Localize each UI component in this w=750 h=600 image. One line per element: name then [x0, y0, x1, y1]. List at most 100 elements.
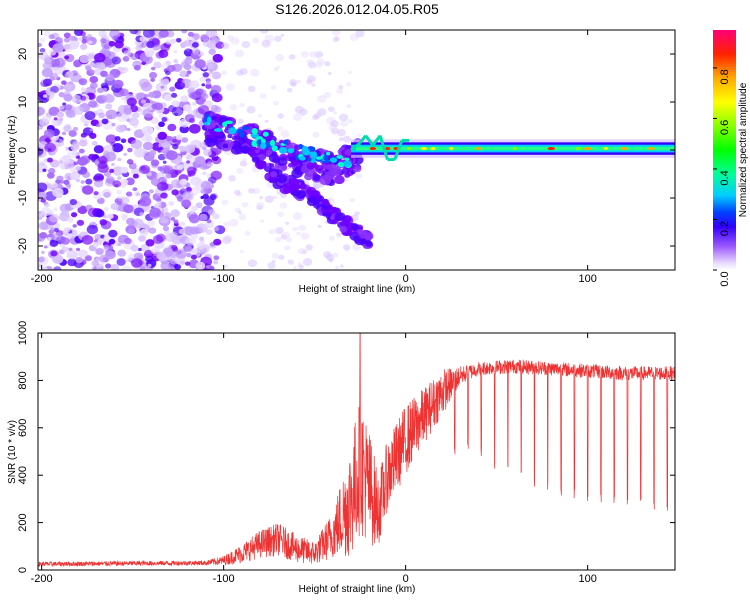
spectral-blob: [316, 94, 327, 103]
spectral-blob: [64, 55, 70, 60]
spectral-blob: [221, 199, 229, 206]
spectral-blob: [186, 70, 192, 75]
spectral-blob: [336, 128, 346, 137]
spectral-blob: [39, 232, 48, 239]
spectral-blob: [269, 171, 278, 178]
spectral-blob: [114, 136, 121, 142]
spectral-core: [315, 156, 323, 160]
spectral-blob: [322, 211, 328, 217]
spectral-blob: [287, 163, 294, 168]
x-tick-label: -200: [31, 273, 53, 285]
spectral-blob: [169, 231, 178, 239]
spectral-core: [312, 151, 318, 159]
spectral-blob: [324, 201, 330, 206]
spectral-blob: [61, 210, 70, 218]
spectral-blob: [120, 96, 127, 101]
spectral-blob: [105, 103, 113, 110]
spectral-blob: [109, 168, 115, 173]
tone-hotspot: [448, 147, 454, 151]
spectral-blob: [156, 201, 162, 206]
spectral-blob: [129, 105, 139, 113]
spectral-blob: [122, 55, 130, 62]
spectral-blob: [111, 56, 122, 65]
spectral-blob: [49, 226, 55, 231]
spectral-blob: [330, 120, 339, 128]
spectral-blob: [196, 144, 201, 149]
spectral-blob: [172, 143, 179, 150]
spectral-blob: [63, 37, 71, 43]
y-tick-label: 800: [17, 371, 29, 389]
spectral-blob: [211, 37, 219, 44]
spectral-blob: [188, 123, 201, 134]
spectral-blob: [63, 93, 73, 102]
spectral-blob: [279, 202, 288, 209]
spectral-core: [343, 160, 352, 168]
spectral-blob: [54, 37, 63, 44]
spectral-blob: [156, 251, 166, 260]
spectral-blob: [181, 137, 189, 143]
spectral-blob: [82, 250, 88, 255]
spectral-blob: [94, 209, 105, 218]
spectral-blob: [211, 115, 217, 120]
spectral-blob: [92, 175, 101, 182]
spectral-blob: [205, 30, 218, 39]
spectral-core: [326, 151, 331, 156]
spectral-blob: [52, 254, 64, 264]
spectral-blob: [75, 166, 81, 171]
spectral-blob: [65, 109, 76, 119]
spectral-blob: [211, 93, 223, 103]
spectral-blob: [171, 244, 178, 250]
spectral-core: [260, 138, 266, 144]
spectral-blob: [300, 51, 309, 58]
spectral-core: [344, 157, 350, 161]
tone-wiggle: [364, 134, 375, 147]
spectral-blob: [298, 264, 304, 270]
spectral-blob: [311, 83, 316, 87]
spectral-blob: [79, 148, 85, 154]
spectral-core: [310, 158, 316, 164]
spectral-blob: [205, 264, 211, 270]
y-tick-label: 20: [17, 48, 29, 60]
spectral-blob: [333, 36, 340, 42]
spectral-blob: [116, 200, 122, 206]
snr-series-line: [37, 332, 676, 568]
spectral-blob: [297, 247, 306, 255]
spectral-blob: [105, 134, 117, 144]
spectral-blob: [191, 42, 199, 48]
spectral-blob: [306, 186, 317, 196]
spectral-blob: [100, 70, 108, 77]
spectral-blob: [353, 165, 362, 173]
spectral-blob: [64, 165, 70, 170]
spectral-blob: [139, 36, 147, 42]
figure-title: S126.2026.012.04.05.R05: [275, 1, 439, 17]
spectral-blob: [276, 174, 288, 184]
x-tick-label: -100: [213, 273, 235, 285]
snr-x-label: Height of straight line (km): [299, 584, 416, 595]
spectral-blob: [92, 266, 97, 270]
spectral-blob: [292, 189, 301, 197]
spectral-blob: [191, 205, 198, 212]
spectral-blob: [38, 42, 43, 48]
spectral-blob: [165, 173, 172, 179]
spectral-blob: [56, 111, 65, 118]
spectral-blob: [68, 40, 80, 50]
spectral-blob: [138, 235, 146, 242]
spectral-blob: [158, 30, 169, 38]
spectral-blob: [61, 80, 67, 85]
spectral-blob: [207, 160, 212, 164]
spectral-blob: [270, 85, 277, 90]
spectral-blob: [79, 155, 91, 165]
spectral-blob: [192, 47, 200, 55]
spectral-blob: [287, 259, 295, 265]
spectral-blob: [242, 158, 248, 163]
spectral-blob: [198, 213, 208, 221]
spectral-blob: [158, 113, 164, 119]
spectral-blob: [210, 84, 222, 94]
spectral-blob: [140, 223, 147, 229]
spectral-core: [204, 121, 209, 126]
spectral-blob: [179, 178, 188, 186]
spectral-core: [228, 127, 237, 135]
spectral-blob: [277, 126, 283, 131]
spectral-blob: [49, 213, 60, 223]
